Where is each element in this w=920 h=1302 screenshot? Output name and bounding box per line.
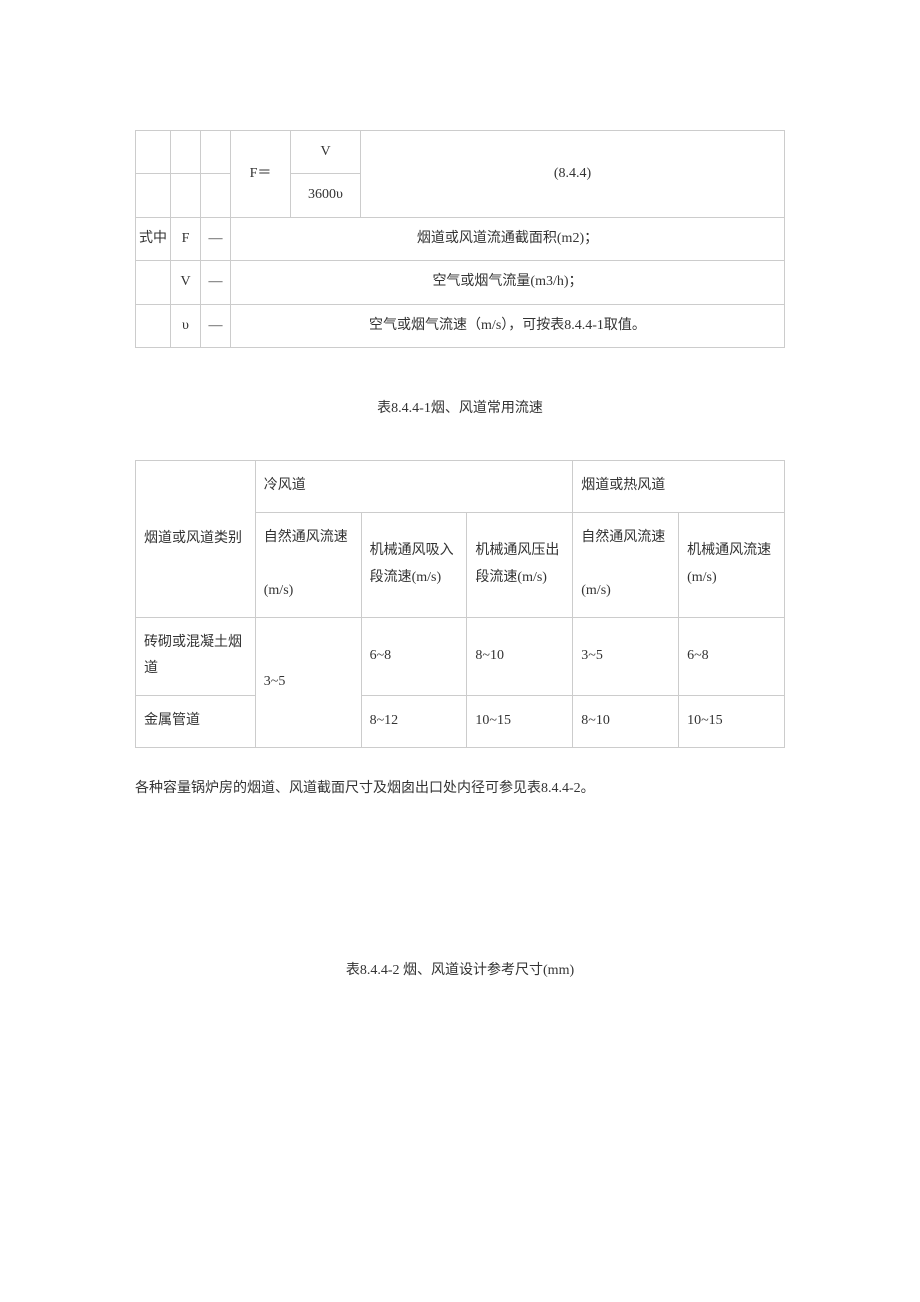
- col-header-text: 自然通风流速: [581, 530, 665, 545]
- table-cell: 6~8: [679, 617, 785, 695]
- table-cell: 8~12: [361, 695, 467, 747]
- empty-cell: [201, 174, 231, 217]
- row-category: 砖砌或混凝土烟道: [136, 617, 256, 695]
- definition-desc: 空气或烟气流量(m3/h)；: [231, 261, 785, 304]
- col-header-category: 烟道或风道类别: [136, 461, 256, 617]
- col-group-hot: 烟道或热风道: [573, 461, 785, 513]
- definition-symbol: F: [171, 217, 201, 260]
- note-paragraph: 各种容量锅炉房的烟道、风道截面尺寸及烟囱出口处内径可参见表8.4.4-2。: [135, 778, 785, 800]
- col-header: 自然通风流速 (m/s): [573, 512, 679, 617]
- definition-desc: 烟道或风道流通截面积(m2)；: [231, 217, 785, 260]
- empty-cell: [171, 174, 201, 217]
- empty-cell: [136, 304, 171, 347]
- col-header-text: 自然通风流速: [264, 530, 348, 545]
- velocity-table: 烟道或风道类别 冷风道 烟道或热风道 自然通风流速 (m/s) 机械通风吸入段流…: [135, 460, 785, 747]
- table-cell: 3~5: [255, 617, 361, 747]
- col-header: 机械通风压出段流速(m/s): [467, 512, 573, 617]
- table-cell: 10~15: [679, 695, 785, 747]
- definition-label: 式中: [136, 217, 171, 260]
- table-cell: 8~10: [467, 617, 573, 695]
- table1-caption: 表8.4.4-1烟、风道常用流速: [135, 398, 785, 420]
- formula-ref: (8.4.4): [361, 131, 785, 218]
- empty-cell: [136, 174, 171, 217]
- formula-denominator: 3600υ: [291, 174, 361, 217]
- empty-cell: [136, 131, 171, 174]
- col-group-cold: 冷风道: [255, 461, 573, 513]
- definition-desc: 空气或烟气流速（m/s），可按表8.4.4-1取值。: [231, 304, 785, 347]
- col-header: 机械通风流速(m/s): [679, 512, 785, 617]
- empty-cell: [136, 261, 171, 304]
- table-cell: 6~8: [361, 617, 467, 695]
- table-cell: 8~10: [573, 695, 679, 747]
- definition-symbol: υ: [171, 304, 201, 347]
- empty-cell: [201, 131, 231, 174]
- col-header-unit: (m/s): [581, 583, 611, 598]
- formula-numerator: V: [291, 131, 361, 174]
- definition-dash: —: [201, 304, 231, 347]
- row-category: 金属管道: [136, 695, 256, 747]
- table-cell: 3~5: [573, 617, 679, 695]
- table-cell: 10~15: [467, 695, 573, 747]
- definition-dash: —: [201, 217, 231, 260]
- col-header-unit: (m/s): [264, 583, 294, 598]
- definition-dash: —: [201, 261, 231, 304]
- col-header: 机械通风吸入段流速(m/s): [361, 512, 467, 617]
- formula-definition-table: F＝ V (8.4.4) 3600υ 式中 F — 烟道或风道流通截面积(m2)…: [135, 130, 785, 348]
- table2-caption: 表8.4.4-2 烟、风道设计参考尺寸(mm): [135, 960, 785, 982]
- col-header: 自然通风流速 (m/s): [255, 512, 361, 617]
- empty-cell: [171, 131, 201, 174]
- formula-lhs: F＝: [231, 131, 291, 218]
- definition-symbol: V: [171, 261, 201, 304]
